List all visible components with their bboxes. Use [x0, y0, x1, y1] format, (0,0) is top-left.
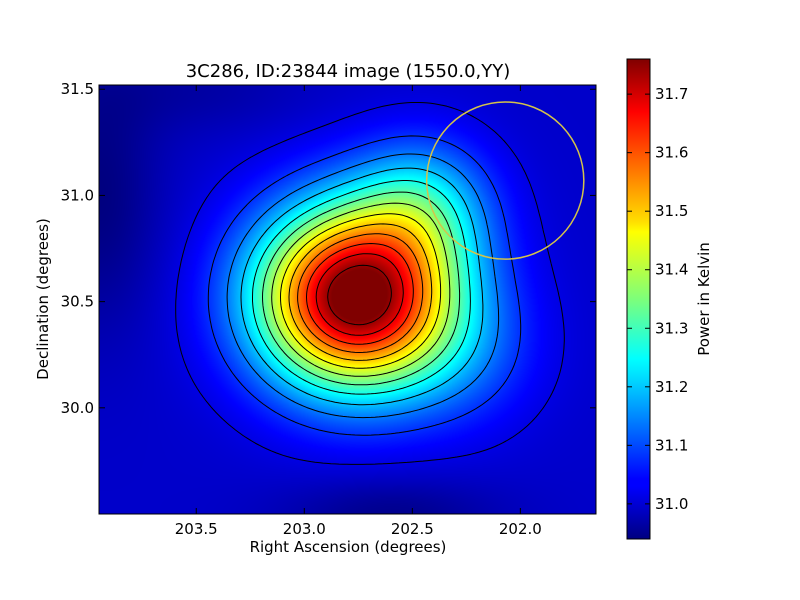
colorbar-tick-label: 31.3	[655, 319, 688, 337]
contour-level	[252, 180, 471, 395]
contour-level	[240, 167, 484, 406]
colorbar-gradient	[626, 58, 651, 540]
x-tick-label: 202.5	[391, 520, 434, 538]
heatmap-plot: 203.5 203.0 202.5 202.0 30.0 30.5 31.0 31.5	[61, 80, 597, 538]
chart-title: 3C286, ID:23844 image (1550.0,YY)	[186, 61, 511, 82]
colorbar-tick-label: 31.0	[655, 495, 688, 513]
x-tick-label: 202.0	[499, 520, 542, 538]
contour-level	[271, 202, 451, 377]
colorbar: 31.0 31.1 31.2 31.3 31.4 31.5 31.6 31.7 Power i…	[626, 58, 713, 540]
plot-frame	[98, 84, 597, 515]
colorbar-tick-label: 31.2	[655, 378, 688, 396]
heatmap-image	[99, 85, 596, 514]
y-axis-ticks: 30.0 30.5 31.0 31.5	[61, 80, 596, 417]
contour-level	[288, 223, 433, 361]
colorbar-tick-label: 31.4	[655, 261, 688, 279]
contour-level	[315, 253, 404, 336]
x-tick-label: 203.0	[283, 520, 326, 538]
contour-lines	[175, 102, 565, 465]
y-tick-label: 30.0	[61, 399, 94, 417]
contour-level	[262, 191, 461, 386]
beam-circle	[425, 101, 585, 260]
colorbar-label: Power in Kelvin	[695, 242, 713, 356]
y-axis-label: Declination (degrees)	[34, 218, 52, 380]
contour-level	[297, 233, 424, 353]
contour-level	[327, 264, 392, 326]
contour-level	[175, 102, 565, 465]
colorbar-tick-label: 31.6	[655, 144, 688, 162]
x-axis-ticks: 203.5 203.0 202.5 202.0	[175, 85, 542, 538]
contour-level	[280, 213, 442, 369]
contour-level	[226, 153, 500, 419]
x-axis-label: Right Ascension (degrees)	[250, 538, 447, 556]
x-tick-label: 203.5	[175, 520, 218, 538]
colorbar-tick-label: 31.7	[655, 85, 688, 103]
y-tick-label: 31.5	[61, 80, 94, 98]
colorbar-tick-label: 31.5	[655, 202, 688, 220]
contour-level	[207, 135, 522, 436]
colorbar-ticks: 31.0 31.1 31.2 31.3 31.4 31.5 31.6 31.7	[627, 85, 688, 513]
contour-level	[306, 243, 414, 345]
y-tick-label: 31.0	[61, 186, 94, 204]
y-tick-label: 30.5	[61, 293, 94, 311]
colorbar-tick-label: 31.1	[655, 436, 688, 454]
